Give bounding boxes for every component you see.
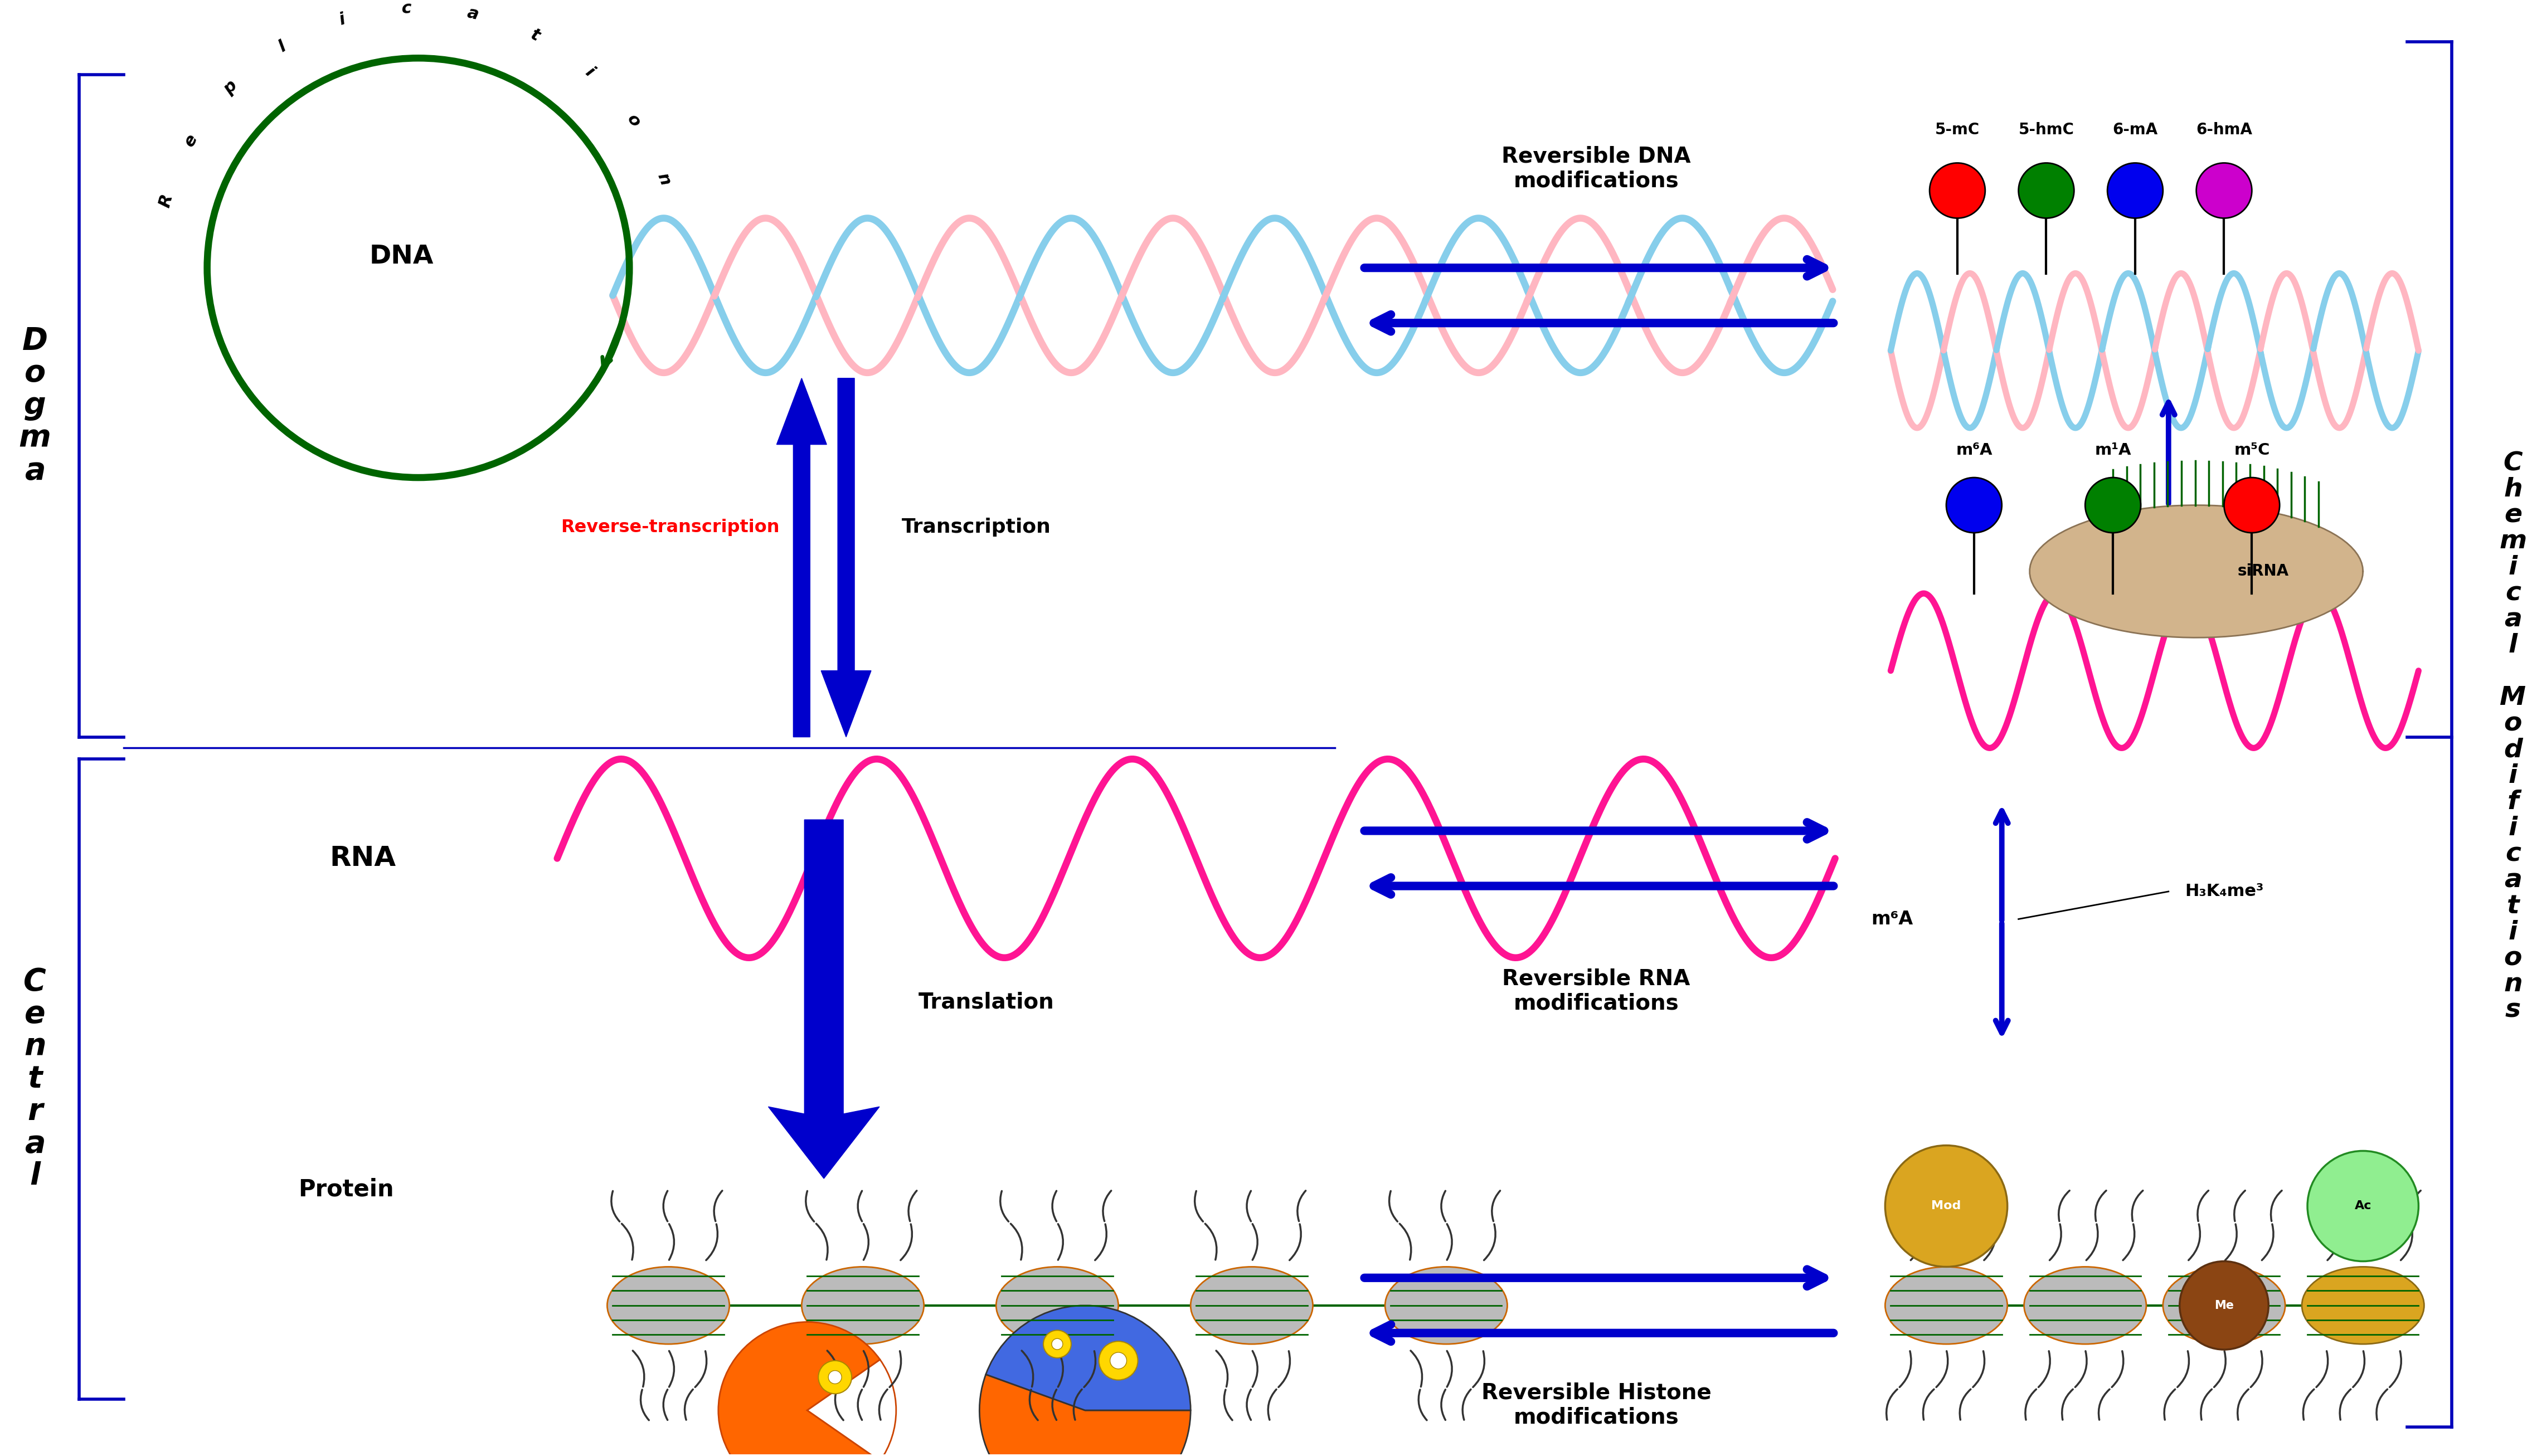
Ellipse shape (1385, 1267, 1507, 1344)
Text: 6-hmA: 6-hmA (2195, 122, 2253, 138)
Text: t: t (527, 26, 542, 45)
Text: RNA: RNA (329, 844, 395, 872)
Circle shape (818, 1360, 851, 1393)
Text: m⁵C: m⁵C (2233, 443, 2269, 457)
Circle shape (2223, 478, 2279, 533)
Text: m⁶A: m⁶A (1871, 910, 1912, 929)
Circle shape (1051, 1338, 1063, 1350)
Circle shape (2307, 1150, 2418, 1261)
Text: Reverse-transcription: Reverse-transcription (560, 518, 780, 536)
Circle shape (1099, 1341, 1137, 1380)
Text: l: l (276, 38, 289, 55)
Polygon shape (2031, 505, 2362, 638)
Wedge shape (808, 1360, 896, 1456)
Circle shape (828, 1370, 841, 1383)
Ellipse shape (995, 1267, 1119, 1344)
Text: R: R (157, 192, 175, 210)
Text: o: o (623, 112, 643, 130)
Text: siRNA: siRNA (2238, 563, 2289, 579)
Text: p: p (220, 77, 241, 98)
Text: H₃K₄me³: H₃K₄me³ (2185, 884, 2264, 900)
Text: Ac: Ac (2355, 1201, 2372, 1211)
Circle shape (2195, 163, 2251, 218)
Wedge shape (980, 1374, 1190, 1456)
Circle shape (1929, 163, 1985, 218)
Circle shape (2018, 163, 2074, 218)
Text: Me: Me (2216, 1300, 2233, 1310)
Ellipse shape (1886, 1267, 2008, 1344)
Circle shape (2086, 478, 2140, 533)
Text: Translation: Translation (919, 992, 1053, 1012)
Text: DNA: DNA (370, 245, 433, 269)
Text: a: a (466, 4, 481, 23)
Text: Protein: Protein (299, 1178, 395, 1201)
Text: 5-mC: 5-mC (1934, 122, 1980, 138)
Ellipse shape (2023, 1267, 2147, 1344)
Text: Transcription: Transcription (901, 518, 1051, 537)
Text: i: i (337, 12, 347, 28)
Ellipse shape (2302, 1267, 2423, 1344)
Text: i: i (582, 64, 598, 80)
FancyArrow shape (820, 379, 871, 737)
Circle shape (1947, 478, 2003, 533)
Circle shape (1886, 1146, 2008, 1267)
Text: 6-mA: 6-mA (2112, 122, 2157, 138)
Text: Reversible RNA
modifications: Reversible RNA modifications (1501, 968, 1691, 1013)
Text: Mod: Mod (1932, 1201, 1962, 1211)
Circle shape (2107, 163, 2162, 218)
Text: C
h
e
m
i
c
a
l
 
M
o
d
i
f
i
c
a
t
i
o
n
s: C h e m i c a l M o d i f i c a t i o n … (2499, 451, 2527, 1024)
Ellipse shape (1190, 1267, 1312, 1344)
Circle shape (1109, 1353, 1127, 1369)
Text: Reversible Histone
modifications: Reversible Histone modifications (1481, 1382, 1712, 1428)
Text: 5-hmC: 5-hmC (2018, 122, 2074, 138)
Text: D
o
g
m
a: D o g m a (18, 326, 51, 486)
Wedge shape (985, 1306, 1190, 1411)
Ellipse shape (2162, 1267, 2286, 1344)
Ellipse shape (608, 1267, 729, 1344)
Text: Reversible DNA
modifications: Reversible DNA modifications (1501, 146, 1691, 191)
Text: m¹A: m¹A (2094, 443, 2132, 457)
Circle shape (2180, 1261, 2269, 1350)
Wedge shape (719, 1322, 881, 1456)
FancyArrow shape (777, 379, 825, 737)
Text: e: e (182, 131, 200, 149)
Text: C
e
n
t
r
a
l: C e n t r a l (23, 967, 46, 1191)
Ellipse shape (803, 1267, 924, 1344)
Text: c: c (403, 0, 413, 17)
Circle shape (1043, 1331, 1071, 1358)
Text: n: n (653, 170, 674, 188)
Text: m⁶A: m⁶A (1955, 443, 1993, 457)
FancyArrow shape (767, 820, 879, 1178)
